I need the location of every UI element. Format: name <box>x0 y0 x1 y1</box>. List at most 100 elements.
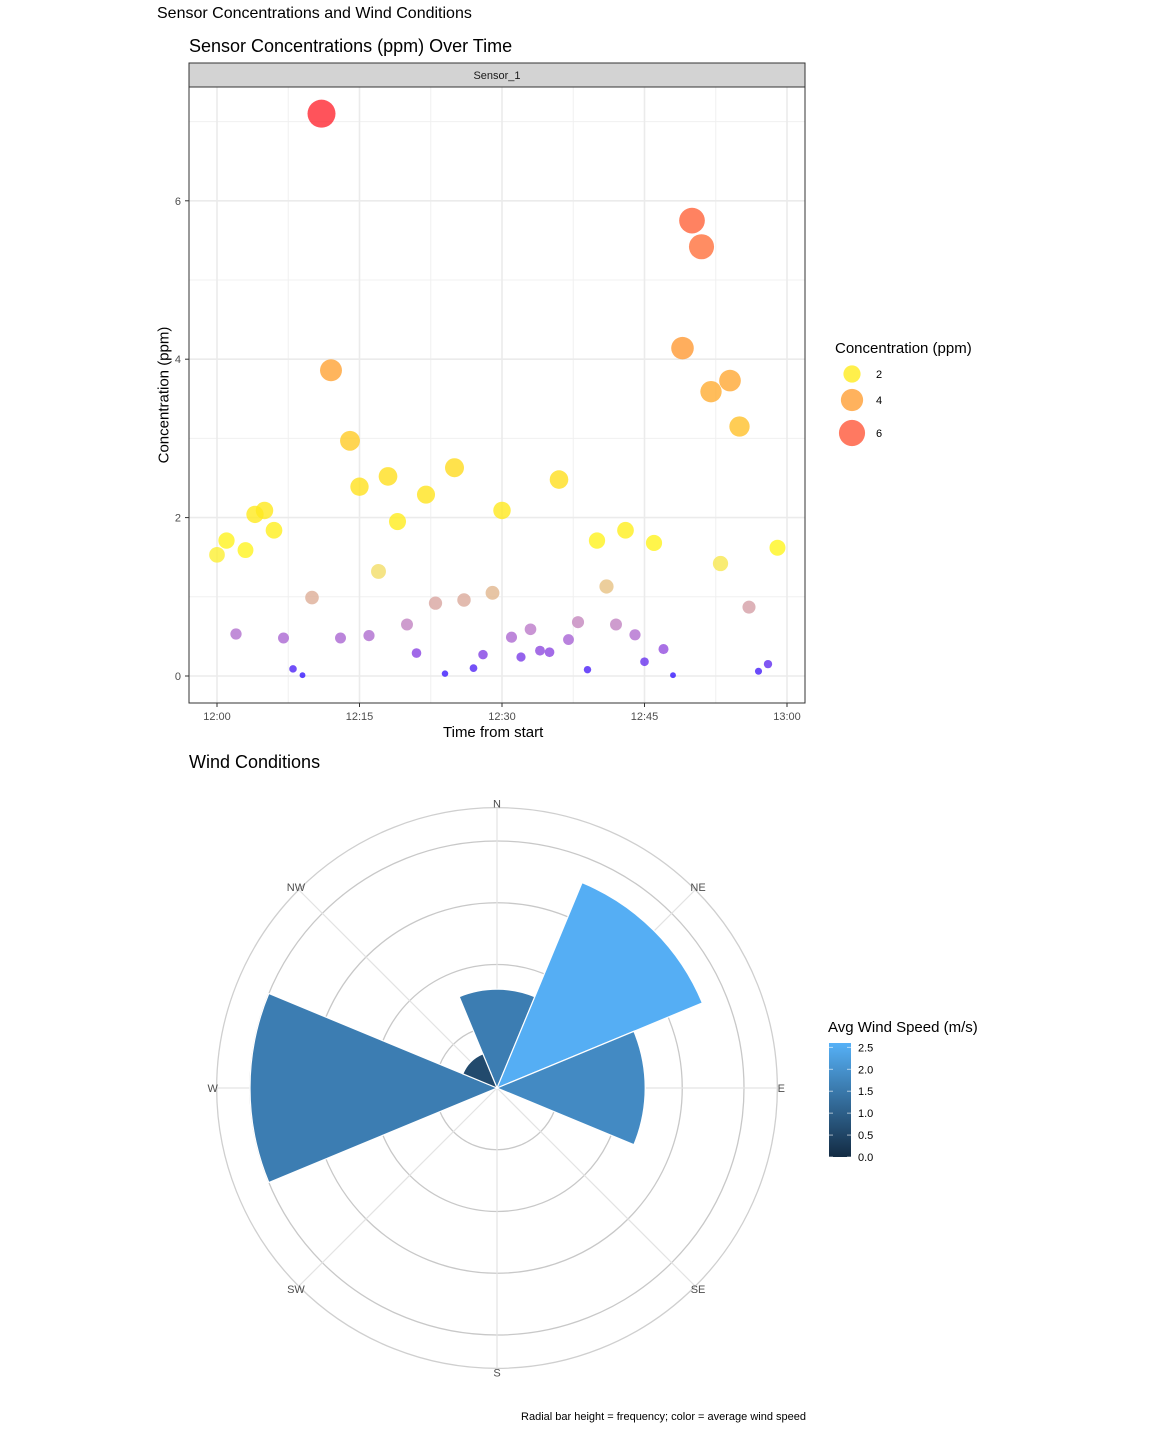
facet-label: Sensor_1 <box>473 70 520 82</box>
data-point <box>549 470 569 489</box>
legend-key <box>840 388 864 412</box>
data-point <box>563 634 574 645</box>
facet-strip <box>188 62 806 88</box>
data-point <box>289 665 297 673</box>
data-point <box>670 672 676 679</box>
data-point <box>688 234 715 260</box>
direction-label: SE <box>691 1284 706 1296</box>
data-point <box>416 485 436 504</box>
data-point <box>363 630 375 642</box>
direction-label: NE <box>690 882 705 894</box>
data-point <box>478 649 488 660</box>
scatter-title: Sensor Concentrations (ppm) Over Time <box>189 36 513 56</box>
wind-title: Wind Conditions <box>189 752 321 772</box>
x-axis-label: Time from start <box>443 724 544 741</box>
y-tick-label: 6 <box>175 196 181 208</box>
data-point <box>340 430 360 451</box>
x-tick-label: 13:00 <box>773 711 801 723</box>
data-point <box>658 644 669 655</box>
data-point <box>265 521 283 539</box>
colorbar-label: 2.5 <box>858 1042 873 1054</box>
colorbar-label: 1.5 <box>858 1086 873 1098</box>
wind-bar-nw <box>461 1052 499 1090</box>
data-point <box>629 629 641 641</box>
data-point <box>469 664 478 672</box>
data-point <box>278 632 289 644</box>
data-point <box>671 336 694 360</box>
data-point <box>320 359 342 382</box>
data-point <box>335 632 346 644</box>
y-tick-label: 4 <box>175 354 181 366</box>
x-tick-label: 12:00 <box>203 711 231 723</box>
data-point <box>305 590 319 605</box>
data-point <box>371 563 386 579</box>
direction-label: E <box>778 1083 785 1095</box>
direction-label: SW <box>287 1284 305 1296</box>
data-point <box>645 534 663 552</box>
wind-bar-n <box>458 988 536 1090</box>
polar-spoke <box>496 1087 696 1287</box>
data-point <box>729 416 750 437</box>
data-point <box>524 623 537 636</box>
data-point <box>583 665 592 674</box>
data-point <box>599 579 614 594</box>
data-point <box>445 458 464 478</box>
data-point <box>742 600 756 614</box>
data-point <box>378 467 398 486</box>
data-point <box>535 645 545 656</box>
colorbar-label: 1.0 <box>858 1108 873 1120</box>
data-point <box>754 667 763 675</box>
data-point <box>388 513 407 531</box>
concentration-legend-title: Concentration (ppm) <box>835 340 972 357</box>
data-point <box>516 652 526 662</box>
data-point <box>679 207 705 234</box>
colorbar-label: 0.5 <box>858 1130 873 1142</box>
wind-bar-ne <box>495 881 704 1090</box>
colorbar-label: 0.0 <box>858 1152 873 1164</box>
data-point <box>588 532 606 549</box>
data-point <box>457 593 471 607</box>
data-point <box>485 585 500 600</box>
x-tick-label: 12:15 <box>346 711 374 723</box>
data-point <box>617 521 634 539</box>
direction-label: NW <box>287 882 306 894</box>
direction-label: W <box>207 1083 218 1095</box>
direction-label: S <box>493 1367 500 1379</box>
data-point <box>299 672 306 679</box>
data-point <box>544 647 555 658</box>
data-point <box>493 501 511 520</box>
data-point <box>441 670 449 677</box>
legend-label: 4 <box>876 395 882 407</box>
polar-spoke <box>298 1087 498 1287</box>
data-point <box>209 546 225 563</box>
x-tick-label: 12:45 <box>631 711 659 723</box>
wind-bar-e <box>495 1030 646 1146</box>
wind-legend-title: Avg Wind Speed (m/s) <box>828 1019 978 1036</box>
wind-bar-w <box>249 992 499 1184</box>
legend-key <box>843 365 861 383</box>
legend-key <box>838 419 866 447</box>
polar-spoke <box>298 889 498 1089</box>
data-point <box>610 618 622 631</box>
panel-border <box>188 86 806 704</box>
caption: Radial bar height = frequency; color = a… <box>521 1411 806 1423</box>
figure-title: Sensor Concentrations and Wind Condition… <box>157 5 472 22</box>
data-point <box>505 631 518 643</box>
data-point <box>230 628 242 640</box>
y-tick-label: 2 <box>175 513 181 525</box>
legend-label: 2 <box>876 369 882 381</box>
data-point <box>712 555 729 572</box>
data-point <box>763 659 773 669</box>
x-tick-label: 12:30 <box>488 711 516 723</box>
data-point <box>640 657 649 667</box>
data-point <box>700 380 722 403</box>
y-tick-label: 0 <box>175 671 181 683</box>
data-point <box>401 618 413 631</box>
data-point <box>769 539 786 556</box>
data-point <box>411 648 422 658</box>
data-point <box>218 532 235 549</box>
colorbar-label: 2.0 <box>858 1064 873 1076</box>
data-point <box>719 369 741 392</box>
